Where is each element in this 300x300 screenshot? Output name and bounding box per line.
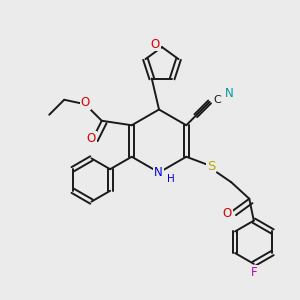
Text: O: O xyxy=(81,96,90,109)
Text: C: C xyxy=(213,94,221,104)
Text: N: N xyxy=(225,87,233,100)
Text: F: F xyxy=(250,266,257,279)
Text: O: O xyxy=(87,132,96,145)
Text: H: H xyxy=(167,174,174,184)
Text: O: O xyxy=(223,207,232,220)
Text: O: O xyxy=(151,38,160,51)
Text: N: N xyxy=(154,166,163,179)
Text: S: S xyxy=(207,160,215,173)
